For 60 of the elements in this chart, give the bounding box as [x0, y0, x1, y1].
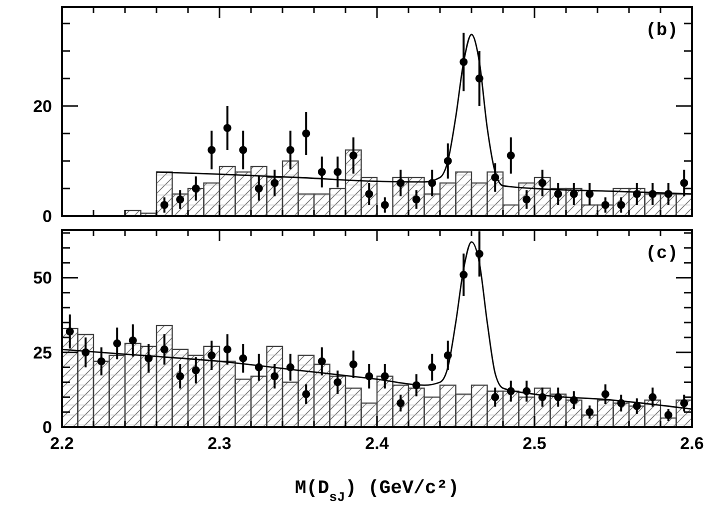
- point: [192, 184, 200, 192]
- point: [601, 201, 610, 209]
- point: [239, 146, 248, 154]
- point: [270, 372, 279, 380]
- point: [318, 357, 326, 366]
- point: [208, 351, 216, 360]
- annotation: (c): [646, 244, 678, 264]
- point: [412, 196, 420, 204]
- x-tick-label: 2.3: [208, 434, 232, 453]
- point: [239, 354, 248, 362]
- y-tick-label: 25: [33, 343, 52, 362]
- point: [365, 190, 374, 198]
- point: [128, 336, 137, 344]
- point: [113, 339, 122, 348]
- point: [192, 366, 200, 374]
- x-tick-label: 2.5: [522, 434, 546, 453]
- annotation: (b): [646, 21, 678, 41]
- point: [380, 201, 389, 209]
- point: [176, 196, 184, 204]
- point: [491, 393, 500, 402]
- point: [334, 378, 342, 386]
- x-tick-label: 2.2: [50, 434, 74, 453]
- point: [66, 327, 74, 336]
- point: [349, 360, 358, 368]
- point: [380, 372, 389, 380]
- point: [176, 372, 184, 380]
- point: [254, 184, 263, 192]
- point: [632, 402, 641, 410]
- point: [428, 363, 436, 372]
- point: [349, 152, 358, 160]
- point: [302, 130, 310, 138]
- point: [586, 408, 594, 416]
- y-tick-label: 20: [33, 96, 52, 116]
- point: [223, 124, 232, 132]
- y-tick-label: 0: [42, 206, 52, 226]
- point: [223, 345, 232, 354]
- point: [160, 345, 168, 354]
- point: [97, 357, 106, 366]
- x-tick-label: 2.6: [680, 434, 704, 453]
- y-tick-label: 50: [33, 268, 52, 288]
- point: [286, 146, 294, 154]
- point: [160, 201, 168, 209]
- point: [396, 399, 405, 408]
- x-tick-label: 2.4: [365, 434, 390, 453]
- point: [318, 168, 326, 176]
- y-tick-label: 0: [42, 418, 52, 437]
- point: [302, 390, 310, 398]
- point: [680, 179, 688, 187]
- point: [648, 393, 657, 402]
- point: [680, 399, 688, 408]
- point: [334, 168, 342, 176]
- x-axis-title: M(D$_{sJ}$) (GeV/c²): [294, 477, 460, 504]
- point: [208, 146, 216, 154]
- point: [538, 179, 546, 187]
- point: [664, 411, 672, 420]
- point: [554, 190, 562, 198]
- point: [270, 179, 279, 187]
- point: [506, 152, 515, 160]
- point: [601, 390, 610, 398]
- point: [570, 190, 578, 198]
